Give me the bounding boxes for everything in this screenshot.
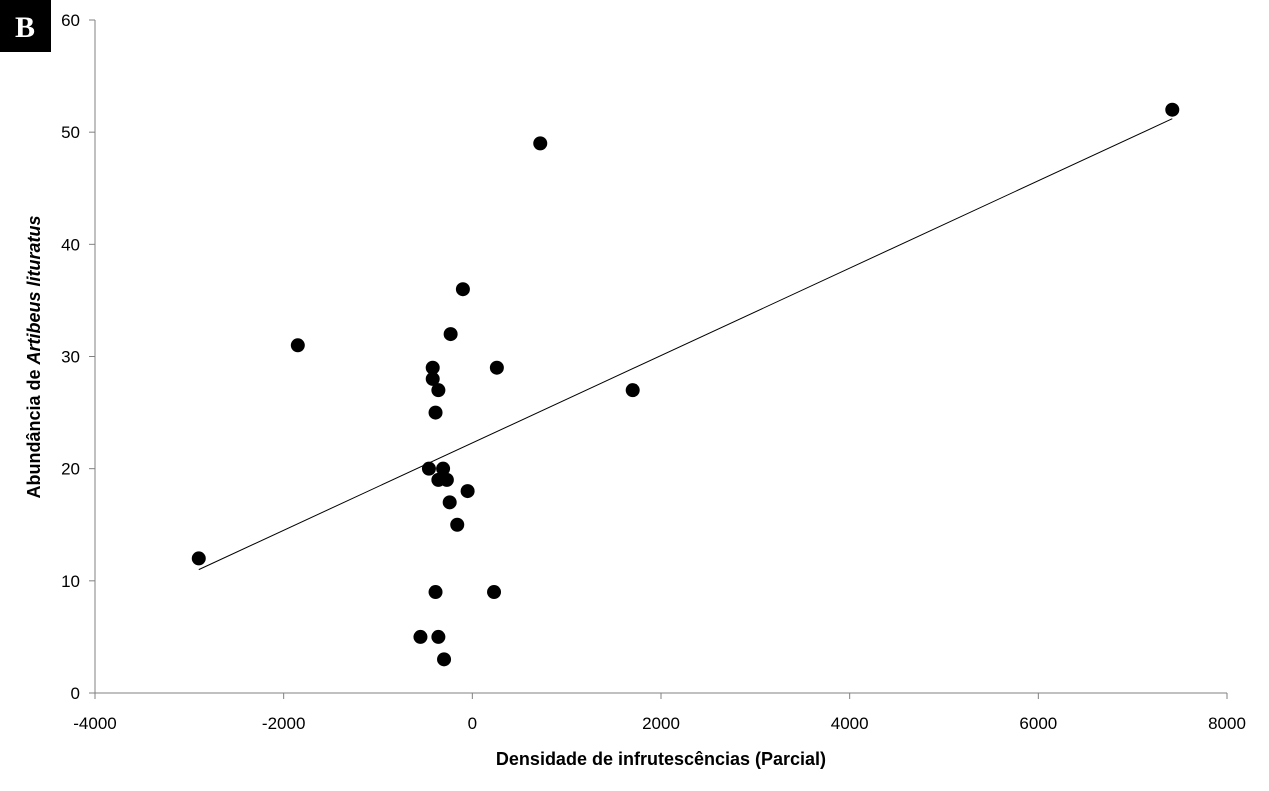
data-point: [437, 652, 452, 667]
trendline-group: [198, 118, 1173, 571]
x-tick-label: 8000: [1208, 714, 1246, 733]
data-point: [533, 136, 548, 151]
data-point: [1165, 102, 1180, 117]
data-point: [425, 371, 440, 386]
y-axis-title-species: Artibeus lituratus: [24, 215, 44, 365]
x-tick-label: 4000: [831, 714, 869, 733]
data-point: [436, 461, 451, 476]
y-tick-label: 0: [71, 684, 80, 703]
data-point: [428, 405, 443, 420]
data-point: [443, 327, 458, 342]
axis-ticks: -4000 -2000 0 2000 4000 6000 8000 0 10 20 30 40 50 60: [61, 11, 1246, 733]
data-point: [489, 360, 504, 375]
data-point: [290, 338, 305, 353]
x-axis-title: Densidade de infrutescências (Parcial): [496, 749, 826, 769]
trendline: [198, 118, 1173, 571]
data-point: [431, 383, 446, 398]
y-tick-label: 40: [61, 235, 80, 254]
data-point: [413, 629, 428, 644]
panel-label-box: [0, 0, 51, 52]
data-point: [442, 495, 457, 510]
data-point: [455, 282, 470, 297]
y-tick-label: 30: [61, 348, 80, 367]
y-tick-label: 50: [61, 123, 80, 142]
axes: [94, 20, 1227, 694]
x-tick-label: -2000: [262, 714, 305, 733]
x-tick-label: 0: [468, 714, 477, 733]
data-point: [625, 383, 640, 398]
x-tick-label: -4000: [73, 714, 116, 733]
data-point: [428, 585, 443, 600]
data-point: [450, 517, 465, 532]
data-point: [425, 360, 440, 375]
y-axis-title: Abundância de Artibeus lituratus: [24, 215, 44, 498]
x-tick-label: 6000: [1019, 714, 1057, 733]
y-tick-label: 20: [61, 460, 80, 479]
y-tick-label: 10: [61, 572, 80, 591]
data-point: [439, 472, 454, 487]
data-point: [431, 629, 446, 644]
y-axis-title-prefix: Abundância de: [24, 365, 44, 499]
data-point: [421, 461, 436, 476]
data-point: [487, 585, 502, 600]
data-point: [191, 551, 206, 566]
x-tick-label: 2000: [642, 714, 680, 733]
y-tick-label: 60: [61, 11, 80, 30]
panel-label: B: [15, 11, 35, 44]
data-point: [460, 484, 475, 499]
data-points: [191, 102, 1180, 667]
